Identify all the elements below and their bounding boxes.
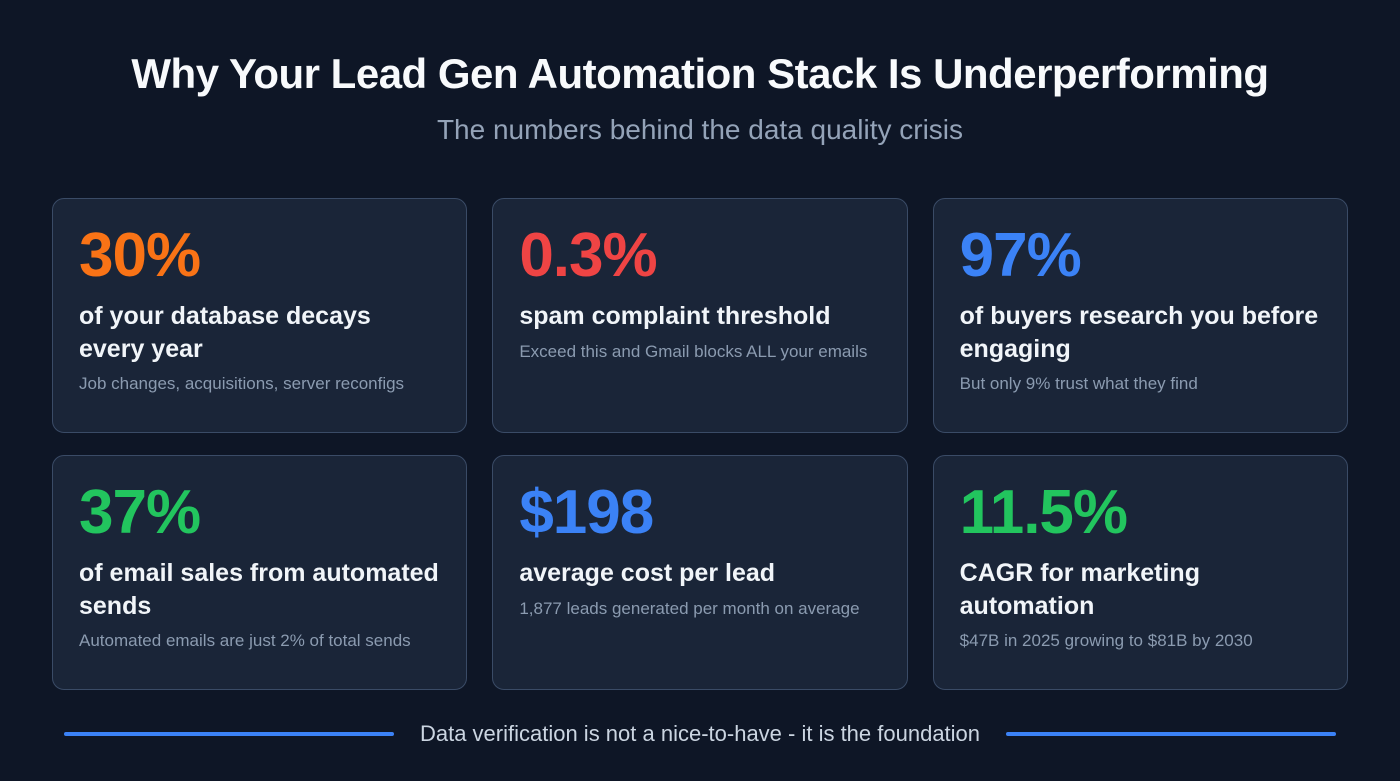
footer: Data verification is not a nice-to-have …	[52, 721, 1348, 755]
stat-value: 97%	[959, 221, 1082, 290]
stat-heading: CAGR for marketing automation	[959, 559, 1200, 620]
stat-heading: of buyers research you before engaging	[959, 302, 1319, 363]
stat-value: 37%	[79, 478, 201, 547]
footer-text: Data verification is not a nice-to-have …	[419, 721, 981, 746]
page-title: Why Your Lead Gen Automation Stack Is Un…	[131, 50, 1269, 97]
stat-value: $198	[519, 478, 654, 547]
stat-card-spam-threshold: 0.3% spam complaint threshold Exceed thi…	[492, 198, 908, 433]
stat-card-buyer-research: 97% of buyers research you before engagi…	[932, 198, 1348, 433]
stat-card-cost-per-lead: $198 average cost per lead 1,877 leads g…	[492, 455, 908, 690]
stat-card-cagr: 11.5% CAGR for marketing automation $47B…	[932, 455, 1348, 690]
stat-heading: of email sales from automated sends	[79, 559, 439, 620]
stat-heading: spam complaint threshold	[519, 302, 831, 331]
stat-value: 0.3%	[519, 221, 657, 290]
stat-subtext: Automated emails are just 2% of total se…	[79, 631, 411, 651]
stat-subtext: $47B in 2025 growing to $81B by 2030	[959, 631, 1253, 651]
stat-value: 11.5%	[959, 478, 1128, 547]
stat-heading: average cost per lead	[519, 559, 776, 588]
page-subtitle: The numbers behind the data quality cris…	[436, 114, 964, 145]
footer-line-left	[63, 732, 394, 736]
stat-subtext: But only 9% trust what they find	[959, 374, 1198, 394]
stat-value: 30%	[79, 221, 201, 290]
stats-grid: 30% of your database decays every year J…	[52, 198, 1348, 690]
stat-card-automated-sends: 37% of email sales from automated sends …	[52, 455, 468, 690]
footer-line-right	[1006, 732, 1337, 736]
stat-heading: of your database decays every year	[79, 302, 371, 363]
stat-card-database-decay: 30% of your database decays every year J…	[52, 198, 468, 433]
stat-subtext: 1,877 leads generated per month on avera…	[519, 598, 860, 618]
header: Why Your Lead Gen Automation Stack Is Un…	[52, 50, 1348, 146]
stat-subtext: Exceed this and Gmail blocks ALL your em…	[519, 341, 868, 361]
stat-subtext: Job changes, acquisitions, server reconf…	[79, 374, 405, 394]
